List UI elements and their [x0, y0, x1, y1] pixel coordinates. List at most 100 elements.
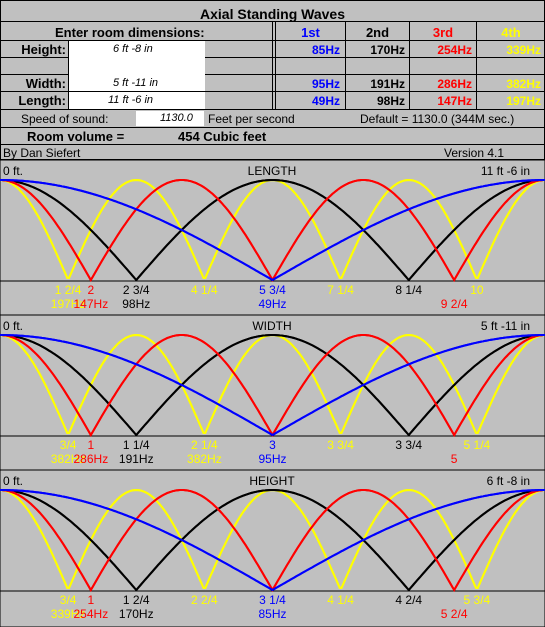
speed-default: Default = 1130.0 (344M sec.)	[360, 112, 515, 126]
length-1st-freq: 49Hz	[311, 94, 340, 108]
divider	[0, 57, 68, 58]
height-node-frequency-2: 170Hz	[119, 607, 154, 621]
second-harmonic-curve-mirror	[0, 334, 545, 437]
divider	[0, 91, 545, 92]
height-node-frequency-3: 85Hz	[258, 607, 286, 621]
divider	[272, 22, 273, 110]
second-harmonic-curve-mirror	[0, 179, 545, 282]
height-node-position-6: 4 2/4	[395, 593, 422, 607]
title-row: Axial Standing Waves	[0, 4, 545, 22]
width-label: Width:	[25, 76, 66, 91]
width-node-frequency-5: 5	[451, 452, 458, 466]
harmonic-header-1st: 1st	[301, 25, 320, 40]
height-node-position-0: 3/4	[60, 593, 77, 607]
length-node-frequency-2: 98Hz	[122, 297, 150, 311]
parameters-panel: Axial Standing Waves Enter room dimensio…	[0, 0, 545, 160]
third-harmonic-curve-mirror	[0, 179, 545, 282]
divider	[68, 41, 69, 109]
height-node-position-7: 5 3/4	[464, 593, 491, 607]
height-node-frequency-0: 339Hz	[51, 607, 86, 621]
length-start-label: 0 ft.	[3, 164, 23, 178]
height-start-label: 0 ft.	[3, 474, 23, 488]
width-node-position-6: 3 3/4	[395, 438, 422, 452]
harmonic-header-2nd: 2nd	[365, 25, 390, 40]
divider	[205, 74, 545, 75]
length-node-position-7: 10	[470, 283, 484, 297]
length-end-label: 11 ft -6 in	[481, 164, 530, 178]
length-input[interactable]: 11 ft -6 in	[108, 94, 154, 106]
width-end-label: 5 ft -11 in	[481, 319, 530, 333]
length-2nd-freq: 98Hz	[376, 94, 405, 108]
length-node-position-5: 7 1/4	[327, 283, 354, 297]
harmonic-header-3rd: 3rd	[432, 25, 454, 40]
divider	[409, 22, 410, 110]
divider	[205, 57, 545, 58]
length-node-frequency-3: 49Hz	[258, 297, 286, 311]
width-wave-diagram: 0 ft. WIDTH 5 ft -11 in 3/4 1 1 1/4 2 1/4 3 3 3/…	[0, 315, 545, 470]
length-title: LENGTH	[248, 164, 297, 178]
length-node-position-3: 4 1/4	[191, 283, 218, 297]
speed-of-sound-label: Speed of sound:	[21, 112, 109, 126]
length-4th-freq: 197Hz	[506, 94, 541, 108]
height-input[interactable]: 6 ft -8 in	[113, 43, 153, 55]
first-harmonic-curve-mirror	[0, 179, 545, 282]
speed-unit: Feet per second	[208, 112, 295, 126]
divider	[69, 91, 205, 92]
width-node-position-2: 1 1/4	[123, 438, 150, 452]
width-node-frequency-0: 382Hz	[51, 452, 86, 466]
length-wave-diagram: 0 ft. LENGTH 11 ft -6 in 1 2/4 2 2 3/4 4 1/4 5 …	[0, 160, 545, 315]
author-credit: By Dan Siefert	[3, 146, 81, 160]
width-node-frequency-2: 191Hz	[119, 452, 154, 466]
height-node-frequency-1: 254Hz	[74, 607, 109, 621]
width-node-position-3: 2 1/4	[191, 438, 218, 452]
harmonic-header-4th: 4th	[501, 25, 521, 40]
divider	[275, 22, 276, 110]
height-node-frequency-4: 5 2/4	[441, 607, 468, 621]
dimension-input-area	[69, 41, 205, 109]
version-label: Version 4.1	[444, 146, 505, 160]
height-label: Height:	[21, 42, 66, 57]
height-wave-diagram: 0 ft. HEIGHT 6 ft -8 in 3/4 1 1 2/4 2 2/4 3 1/4…	[0, 470, 545, 627]
first-harmonic-curve-mirror	[0, 334, 545, 437]
width-2nd-freq: 191Hz	[370, 77, 405, 91]
length-node-position-4: 5 3/4	[259, 283, 286, 297]
length-wave-svg: 0 ft. LENGTH 11 ft -6 in 1 2/4 2 2 3/4 4 1/4 5 …	[0, 160, 545, 315]
height-node-position-5: 4 1/4	[327, 593, 354, 607]
divider	[345, 22, 346, 110]
length-node-frequency-0: 197Hz	[51, 297, 86, 311]
height-3rd-freq: 254Hz	[437, 43, 472, 57]
width-node-position-7: 5 1/4	[464, 438, 491, 452]
length-label: Length:	[18, 93, 66, 108]
divider	[476, 22, 477, 110]
height-node-position-3: 2 2/4	[191, 593, 218, 607]
width-node-position-5: 3 3/4	[327, 438, 354, 452]
width-input[interactable]: 5 ft -11 in	[113, 77, 159, 89]
page-title: Axial Standing Waves	[200, 6, 345, 22]
third-harmonic-curve-mirror	[0, 334, 545, 437]
height-wave-svg: 0 ft. HEIGHT 6 ft -8 in 3/4 1 1 2/4 2 2/4 3 1/4…	[0, 470, 545, 627]
height-1st-freq: 85Hz	[311, 43, 340, 57]
height-node-position-2: 1 2/4	[123, 593, 150, 607]
height-end-label: 6 ft -8 in	[487, 474, 530, 488]
length-node-frequency-1: 147Hz	[74, 297, 109, 311]
length-node-frequency-4: 9 2/4	[441, 297, 468, 311]
height-node-position-4: 3 1/4	[259, 593, 286, 607]
height-4th-freq: 339Hz	[506, 43, 541, 57]
second-harmonic-curve-mirror	[0, 489, 545, 592]
width-title: WIDTH	[252, 319, 291, 333]
width-wave-svg: 0 ft. WIDTH 5 ft -11 in 3/4 1 1 1/4 2 1/4 3 3 3/…	[0, 315, 545, 470]
width-1st-freq: 95Hz	[311, 77, 340, 91]
speed-input-box[interactable]	[136, 111, 204, 126]
divider	[0, 40, 545, 41]
speed-of-sound-input[interactable]: 1130.0	[160, 112, 193, 124]
height-node-position-1: 1	[88, 593, 95, 607]
first-harmonic-curve-mirror	[0, 489, 545, 592]
width-node-frequency-4: 95Hz	[258, 452, 286, 466]
width-node-frequency-1: 286Hz	[74, 452, 109, 466]
width-node-frequency-3: 382Hz	[187, 452, 222, 466]
divider	[0, 74, 68, 75]
width-4th-freq: 382Hz	[506, 77, 541, 91]
height-2nd-freq: 170Hz	[370, 43, 405, 57]
width-node-position-4: 3	[269, 438, 276, 452]
length-node-position-0: 1 2/4	[55, 283, 82, 297]
